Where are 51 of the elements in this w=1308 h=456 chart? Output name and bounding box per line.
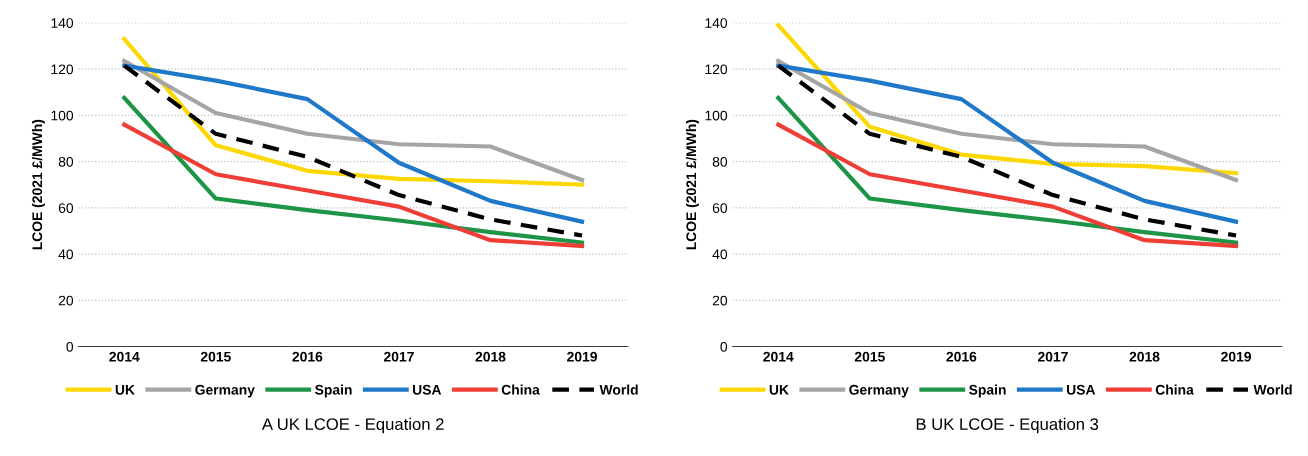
line-series (122, 58, 585, 183)
line-series (122, 95, 585, 245)
y-tick-label: 60 (712, 203, 728, 213)
y-tick-label: 20 (712, 295, 728, 306)
y-tick-label: 0 (720, 341, 728, 352)
x-tick-label: 2015 (200, 351, 231, 362)
x-tick-label: 2017 (383, 351, 414, 362)
y-tick-label: 20 (58, 295, 74, 306)
line-series (122, 122, 585, 249)
x-tick-label: 2017 (1037, 351, 1068, 362)
x-tick-label: 2016 (292, 351, 323, 362)
y-tick-label: 120 (705, 64, 728, 75)
legend-label: China (501, 384, 540, 395)
y-tick-label: 120 (51, 64, 74, 75)
x-tick-label: 2014 (109, 351, 140, 362)
y-tick-label: 100 (705, 110, 728, 121)
legend-label: World (1253, 384, 1292, 395)
y-tick-label: 40 (58, 249, 74, 260)
line-series (776, 95, 1239, 245)
y-axis-title: LCOE (2021 £/MWh) (31, 119, 45, 250)
y-tick-label: 40 (712, 249, 728, 260)
legend-label: World (599, 384, 638, 395)
y-tick-label: 80 (712, 156, 728, 167)
y-tick-label: 100 (51, 110, 74, 121)
y-tick-label: 60 (58, 203, 74, 213)
legend-label: Spain (969, 384, 1006, 398)
x-tick-label: 2018 (1129, 351, 1160, 362)
text: B UK LCOE - Equation 3 (916, 417, 1099, 434)
legend-label: UK (769, 385, 789, 395)
line-series (776, 58, 1239, 183)
x-tick-label: 2018 (475, 351, 506, 362)
x-tick-label: 2015 (854, 351, 885, 362)
y-axis-title: LCOE (2021 £/MWh) (685, 119, 699, 250)
x-tick-label: 2014 (763, 351, 794, 362)
x-tick-label: 2019 (1221, 351, 1251, 362)
legend-label: UK (115, 385, 135, 395)
legend-label: China (1155, 384, 1194, 395)
y-tick-label: 140 (705, 18, 728, 28)
x-tick-label: 2016 (946, 351, 977, 362)
y-tick-label: 0 (66, 341, 74, 352)
legend-label: USA (1067, 384, 1096, 395)
legend-label: Germany (849, 384, 909, 398)
y-tick-label: 140 (51, 18, 74, 28)
x-tick-label: 2019 (567, 351, 597, 362)
text: A UK LCOE - Equation 2 (261, 417, 444, 434)
line-series (776, 23, 1239, 176)
legend-label: USA (413, 384, 442, 395)
legend-label: Germany (195, 384, 255, 398)
y-tick-label: 80 (58, 156, 74, 167)
legend-label: Spain (315, 384, 352, 398)
line-series (776, 122, 1239, 249)
